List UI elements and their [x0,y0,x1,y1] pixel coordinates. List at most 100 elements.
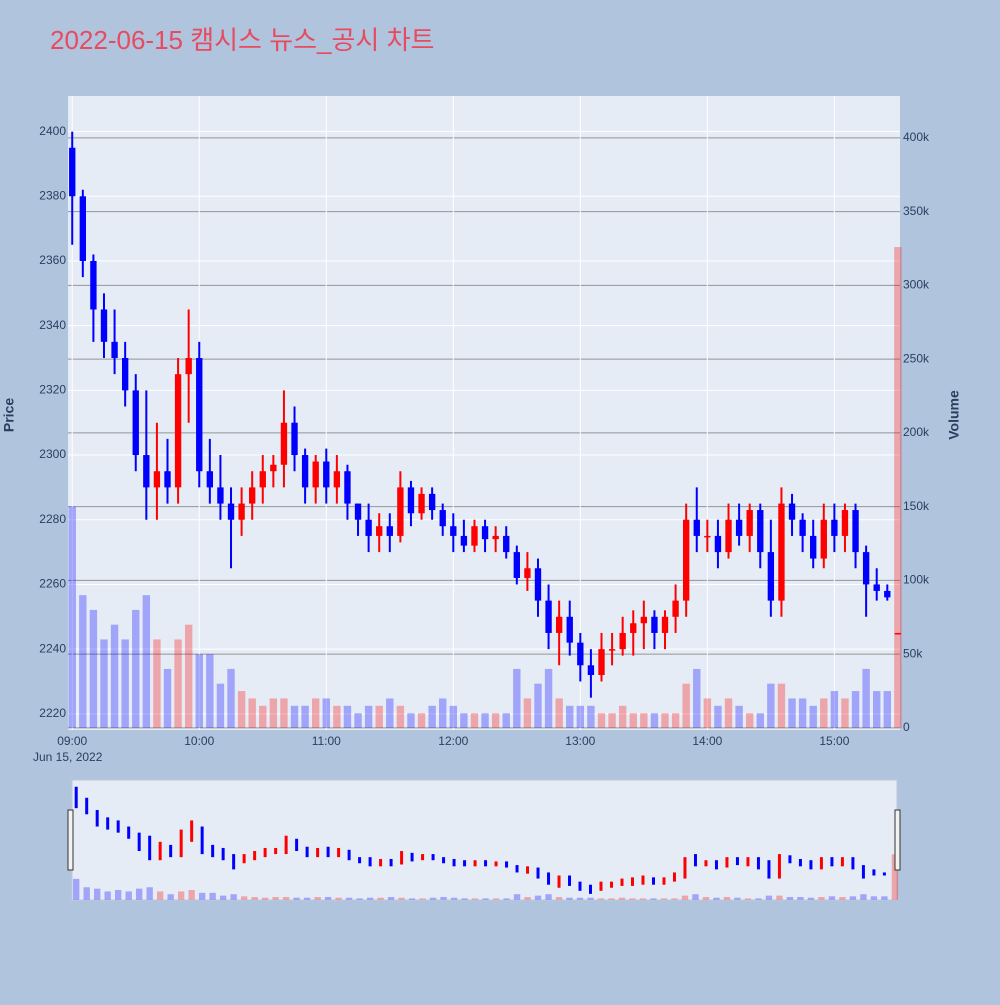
candle-body [238,503,245,520]
candle-body [683,519,690,601]
volume-bar [407,713,415,728]
range-handle-left[interactable] [67,809,74,871]
y-axis-title: Price [1,398,17,432]
mini-volume-bar [671,898,678,900]
candle-body [407,487,415,514]
volume-bar [767,683,775,728]
y-tick-label: 2280 [39,512,66,526]
volume-bar [110,624,119,728]
candle-body [90,260,97,310]
mini-volume-bar [461,898,468,900]
volume-bar [735,705,743,728]
candle-body [598,649,605,676]
mini-volume-bar [650,898,657,900]
mini-volume-bar [450,897,458,900]
mini-volume-bar [734,897,741,900]
candle-body [693,519,700,536]
candle-body [439,510,446,527]
mini-volume-bar [744,898,752,900]
x-tick-label: 14:00 [692,734,722,748]
candle-body [323,461,330,488]
volume-bar [322,698,330,728]
y-tick-label: 2360 [39,253,66,267]
mini-volume-bar [818,897,825,900]
volume-bar [142,595,151,728]
range-handle-right[interactable] [894,809,901,871]
candle-body [661,616,669,633]
candle-body [471,526,478,546]
candle-body [566,616,573,643]
mini-volume-bar [839,897,846,900]
candle-body [555,616,563,633]
candle-body [767,552,775,601]
mini-volume-bar [156,891,164,900]
candle-body [460,535,468,546]
mini-volume-bar [272,897,279,900]
volume-bar [502,713,510,728]
volume-bar [237,691,246,728]
y2-tick-label: 300k [903,278,930,292]
candle-body [778,503,785,601]
candle-body [344,471,351,504]
mini-volume-bar [324,897,332,900]
candle-body [291,422,298,456]
volume-bar [121,639,129,728]
candle-body [619,632,626,650]
candle-body [428,493,436,511]
candle-body [714,535,722,553]
mini-volume-bar [230,894,237,900]
candle-body [217,487,224,504]
candle-body [862,552,870,585]
y-tick-label: 2300 [39,447,66,461]
volume-bar [693,668,701,728]
volume-bar [206,654,214,728]
mini-volume-bar [702,897,710,900]
y-tick-label: 2380 [39,188,66,202]
volume-bar [216,683,225,728]
mini-volume-bar [608,898,615,900]
y2-tick-label: 150k [903,499,930,513]
mini-volume-bar [513,894,521,900]
volume-bar [280,698,288,728]
candle-body [69,147,76,197]
mini-volume-bar [881,896,888,900]
mini-volume-bar [860,894,867,900]
mini-volume-bar [167,894,174,900]
y2-tick-label: 50k [903,646,923,660]
mini-volume-bar [692,894,699,900]
mini-volume-bar [240,896,248,900]
mini-volume-bar [219,895,227,900]
mini-volume-bar [555,897,563,900]
mini-volume-bar [408,898,416,900]
mini-volume-bar [115,890,122,900]
candle-body [354,503,362,520]
mini-volume-bar [136,888,143,900]
candle-body [143,455,150,488]
candle-body [503,535,510,553]
mini-volume-bar [177,891,185,900]
y-tick-label: 2340 [39,318,66,332]
mini-volume-bar [629,898,636,900]
mini-volume-bar [146,887,153,900]
volume-bar [174,639,182,728]
range-slider[interactable] [71,779,898,901]
volume-bar [364,705,373,728]
candle-body [577,642,584,666]
volume-bar [354,713,362,728]
volume-bar [788,698,796,728]
candle-body [153,471,161,488]
candle-body [450,526,457,536]
mini-volume-bar [891,854,899,900]
y2-tick-label: 250k [903,351,930,365]
volume-bar [132,609,140,728]
x-tick-label: 11:00 [312,734,341,748]
volume-bar [227,668,235,728]
volume-bar [375,705,383,728]
candle-body [333,471,341,488]
candle-body [534,568,542,601]
candle-body [852,510,859,553]
candle-body [894,632,902,635]
mini-volume-bar [125,891,132,900]
y-tick-label: 2240 [39,641,66,655]
